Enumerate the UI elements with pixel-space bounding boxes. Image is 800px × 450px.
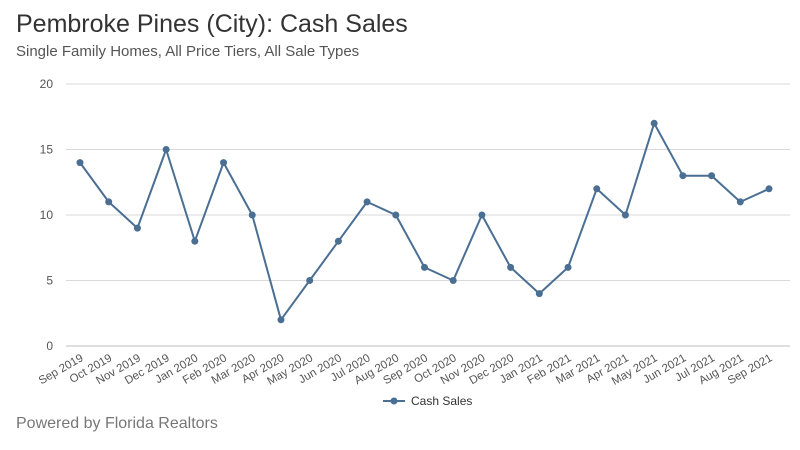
- data-point: [363, 198, 371, 206]
- data-point: [277, 316, 285, 324]
- data-point: [679, 172, 687, 180]
- data-point: [334, 237, 342, 245]
- data-point: [76, 159, 84, 167]
- chart-subtitle: Single Family Homes, All Price Tiers, Al…: [16, 43, 360, 60]
- data-point: [449, 277, 457, 284]
- y-tick-label: 20: [40, 77, 54, 91]
- data-point: [621, 211, 629, 219]
- data-point: [593, 185, 601, 193]
- data-point: [191, 237, 199, 245]
- data-point: [535, 290, 543, 298]
- data-point: [564, 263, 572, 271]
- data-point: [248, 211, 256, 219]
- data-point: [708, 172, 716, 180]
- data-point: [765, 185, 773, 193]
- data-point: [105, 198, 113, 206]
- series-line-cash-sales: [79, 122, 770, 321]
- data-point: [736, 198, 744, 206]
- y-tick-label: 15: [40, 143, 54, 157]
- data-point: [392, 211, 400, 219]
- y-tick-label: 5: [46, 274, 53, 288]
- chart-title: Pembroke Pines (City): Cash Sales: [16, 10, 408, 38]
- data-point: [650, 119, 658, 127]
- legend-marker: [390, 397, 398, 405]
- data-point: [478, 211, 486, 219]
- data-point: [507, 263, 515, 271]
- data-point: [133, 224, 141, 232]
- data-point: [306, 277, 314, 284]
- powered-by-footer: Powered by Florida Realtors: [16, 415, 218, 432]
- data-point: [220, 159, 228, 167]
- data-point: [421, 263, 428, 271]
- y-tick-label: 10: [40, 208, 54, 222]
- legend-label: Cash Sales: [411, 394, 472, 408]
- data-point: [162, 146, 170, 153]
- y-tick-label: 0: [46, 339, 53, 353]
